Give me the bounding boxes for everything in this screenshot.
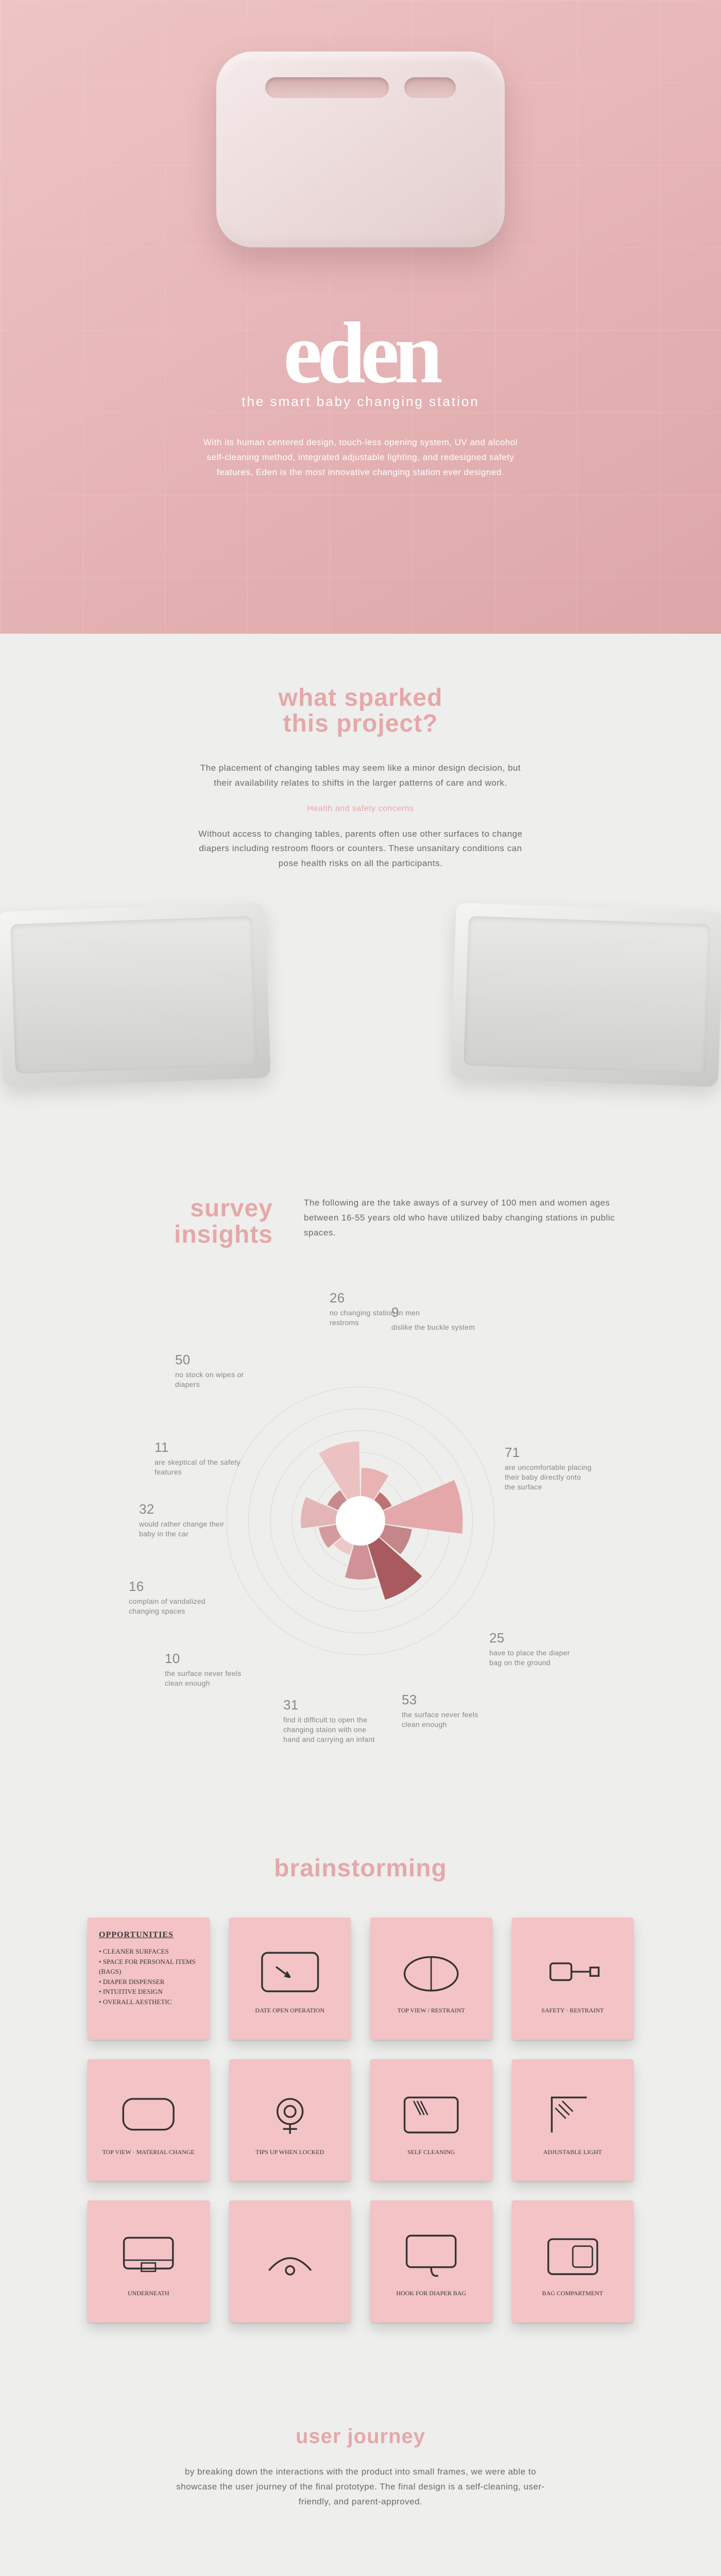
sticky-list: CLEANER SURFACESSPACE FOR PERSONAL ITEMS… xyxy=(99,1946,198,2007)
sticky-list-item: CLEANER SURFACES xyxy=(99,1946,198,1957)
survey-header: survey insights The following are the ta… xyxy=(88,1196,633,1248)
sticky-note: SELF CLEANING xyxy=(370,2059,492,2181)
sticky-list-item: OVERALL AESTHETIC xyxy=(99,1997,198,2007)
sketch-icon xyxy=(536,1942,610,2002)
chart-label-value: 16 xyxy=(129,1578,221,1596)
sketch-caption: SELF CLEANING xyxy=(407,2147,455,2157)
chart-label-text: are skeptical of the safety features xyxy=(154,1458,241,1476)
sketch-icon xyxy=(253,1942,327,2002)
chart-label-value: 9 xyxy=(391,1303,475,1321)
hero-description: With its human centered design, touch-le… xyxy=(196,435,525,480)
sketch-caption: SAFETY · RESTRAINT xyxy=(541,2006,604,2015)
sketch-icon xyxy=(536,2225,610,2285)
chart-label-value: 25 xyxy=(489,1629,582,1647)
sketch-icon xyxy=(536,2083,610,2143)
chart-label: 11 are skeptical of the safety features xyxy=(154,1438,247,1477)
user-journey-section: user journey by breaking down the intera… xyxy=(0,2374,721,2576)
sticky-note-grid: OPPORTUNITIES CLEANER SURFACESSPACE FOR P… xyxy=(88,1918,633,2323)
sticky-note: BAG COMPARTMENT xyxy=(512,2200,634,2323)
sketch-caption: UNDERNEATH xyxy=(128,2289,169,2298)
logo-wordmark: eden xyxy=(283,309,438,397)
sticky-note: UNDERNEATH xyxy=(88,2200,210,2323)
sketch-caption: HOOK FOR DIAPER BAG xyxy=(396,2289,466,2298)
chart-label-text: are uncomfortable placing their baby dir… xyxy=(505,1463,592,1491)
sketch-caption: TOP VIEW / RESTRAINT xyxy=(398,2006,465,2015)
spark-heading: what sparked this project? xyxy=(88,685,633,737)
chart-label-text: the surface never feels clean enough xyxy=(402,1710,478,1728)
sketch-caption: TOP VIEW · MATERIAL CHANGE xyxy=(102,2147,195,2157)
chart-label: 32 would rather change their baby in the … xyxy=(139,1500,232,1539)
sticky-title: OPPORTUNITIES xyxy=(99,1929,198,1941)
sticky-note: DATE OPEN OPERATION xyxy=(229,1918,351,2040)
sticky-note: SAFETY · RESTRAINT xyxy=(512,1918,634,2040)
chart-label-text: the surface never feels clean enough xyxy=(165,1669,242,1687)
sketch-icon xyxy=(253,2232,327,2292)
spark-para-1: The placement of changing tables may see… xyxy=(196,761,525,791)
chart-label-text: find it difficult to open the changing s… xyxy=(283,1716,375,1743)
brainstorm-section: brainstorming OPPORTUNITIES CLEANER SURFA… xyxy=(0,1804,721,2374)
chart-label: 50no stock on wipes or diapers xyxy=(175,1351,268,1389)
existing-product-photo-left xyxy=(0,903,271,1087)
survey-radial-chart: 26no changing station in men restroms9di… xyxy=(129,1289,592,1753)
chart-label-value: 71 xyxy=(505,1444,592,1462)
journey-body: by breaking down the interactions with t… xyxy=(165,2465,556,2510)
sticky-note xyxy=(229,2200,351,2323)
chart-label-text: no stock on wipes or diapers xyxy=(175,1370,244,1388)
chart-label: 71are uncomfortable placing their baby d… xyxy=(505,1444,592,1492)
sketch-icon xyxy=(394,1942,468,2002)
brainstorm-heading: brainstorming xyxy=(88,1856,633,1882)
sketch-caption: DATE OPEN OPERATION xyxy=(255,2006,324,2015)
sticky-note: TOP VIEW · MATERIAL CHANGE xyxy=(88,2059,210,2181)
chart-label-value: 32 xyxy=(139,1500,232,1518)
chart-label-text: have to place the diaper bag on the grou… xyxy=(489,1649,570,1667)
product-photo-row xyxy=(88,907,633,1093)
survey-intro: The following are the take aways of a su… xyxy=(304,1196,633,1241)
sketch-icon xyxy=(253,2083,327,2143)
survey-heading: survey insights xyxy=(88,1196,273,1248)
device-slot-short xyxy=(404,77,456,98)
hero-device-render xyxy=(216,52,505,247)
sticky-list-item: INTUITIVE DESIGN xyxy=(99,1987,198,1997)
hero-tagline: the smart baby changing station xyxy=(242,394,479,410)
spark-para-2: Without access to changing tables, paren… xyxy=(196,827,525,872)
chart-label: 16complain of vandalized changing spaces xyxy=(129,1578,221,1616)
chart-label: 25 have to place the diaper bag on the gr… xyxy=(489,1629,582,1668)
chart-label-value: 31 xyxy=(283,1696,376,1714)
sticky-note: TIPS UP WHEN LOCKED xyxy=(229,2059,351,2181)
chart-slice xyxy=(383,1480,463,1534)
chart-label: 10the surface never feels clean enough xyxy=(165,1650,258,1688)
chart-label: 31 find it difficult to open the changing… xyxy=(283,1696,376,1744)
chart-label: 9 dislike the buckle system xyxy=(391,1303,475,1332)
survey-section: survey insights The following are the ta… xyxy=(0,1144,721,1804)
chart-label-value: 50 xyxy=(175,1351,268,1369)
device-slot-long xyxy=(265,77,389,98)
sticky-note: HOOK FOR DIAPER BAG xyxy=(370,2200,492,2323)
journey-heading: user journey xyxy=(88,2426,633,2447)
spark-accent: Health and safety concerns xyxy=(88,804,633,814)
sketch-caption: TIPS UP WHEN LOCKED xyxy=(255,2147,324,2157)
existing-product-photo-right xyxy=(450,903,721,1087)
chart-label-text: would rather change their baby in the ca… xyxy=(139,1520,225,1538)
chart-slice xyxy=(361,1468,388,1500)
sticky-note: ADJUSTABLE LIGHT xyxy=(512,2059,634,2181)
chart-label-text: complain of vandalized changing spaces xyxy=(129,1597,205,1615)
chart-label: 53the surface never feels clean enough xyxy=(402,1691,494,1730)
chart-label-text: dislike the buckle system xyxy=(391,1323,475,1331)
chart-label-value: 10 xyxy=(165,1650,258,1668)
sticky-note: OPPORTUNITIES CLEANER SURFACESSPACE FOR P… xyxy=(88,1918,210,2040)
sketch-icon xyxy=(394,2083,468,2143)
sketch-icon xyxy=(394,2225,468,2285)
sticky-list-item: DIAPER DISPENSER xyxy=(99,1977,198,1987)
sketch-icon xyxy=(111,2225,185,2285)
sketch-caption: ADJUSTABLE LIGHT xyxy=(543,2147,602,2157)
spark-section: what sparked this project? The placement… xyxy=(0,634,721,1144)
sketch-caption: BAG COMPARTMENT xyxy=(542,2289,603,2298)
sticky-list-item: SPACE FOR PERSONAL ITEMS (BAGS) xyxy=(99,1957,198,1977)
chart-label-value: 53 xyxy=(402,1691,494,1709)
hero-section: eden the smart baby changing station Wit… xyxy=(0,0,721,634)
sketch-icon xyxy=(111,2083,185,2143)
sticky-note: TOP VIEW / RESTRAINT xyxy=(370,1918,492,2040)
chart-label-value: 11 xyxy=(154,1438,247,1456)
